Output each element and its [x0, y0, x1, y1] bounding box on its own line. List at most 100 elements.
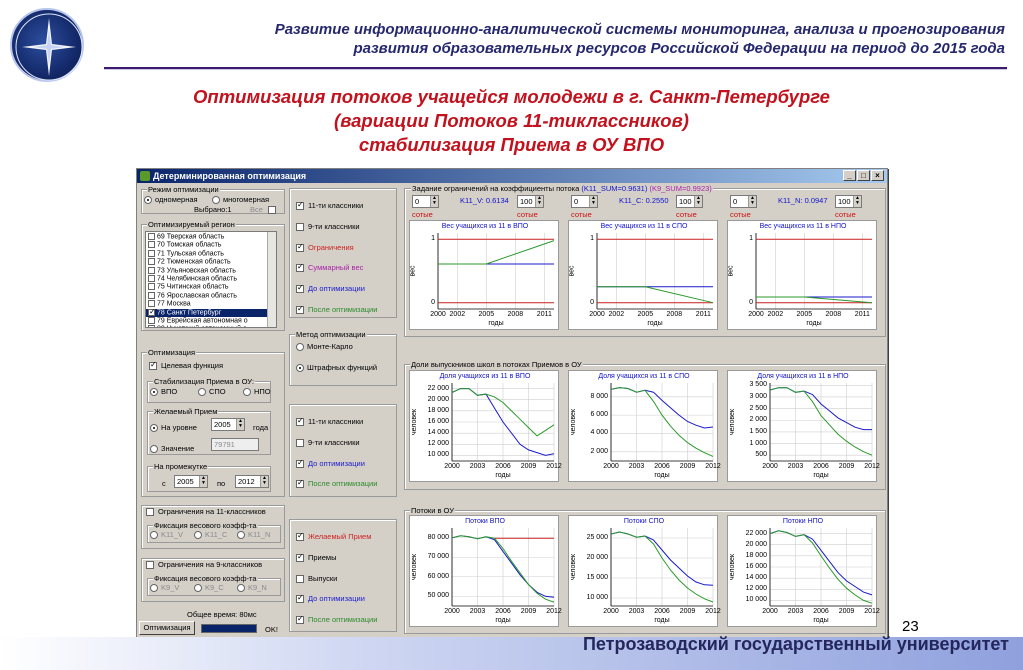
coef-min-spinner[interactable]: 0 ▲ ▼	[571, 195, 598, 208]
region-checkbox[interactable]	[148, 233, 155, 240]
display-option-checkbox[interactable]: Суммарный вес	[296, 262, 363, 273]
display-option-checkbox[interactable]: Желаемый Прием	[296, 531, 371, 542]
npo-radio[interactable]: НПО	[243, 387, 271, 397]
chart-title: Доля учащихся из 11 в НПО	[757, 373, 849, 380]
display-option-checkbox[interactable]: После оптимизации	[296, 304, 377, 315]
region-checkbox[interactable]	[148, 325, 155, 327]
checkbox-box[interactable]	[296, 438, 304, 447]
coef-max-spinner[interactable]: 100 ▲ ▼	[835, 195, 862, 208]
checkbox-box[interactable]	[296, 593, 304, 604]
region-list-item[interactable]: 76 Ярославская область	[146, 291, 276, 300]
checkbox-box[interactable]	[296, 304, 304, 315]
display-option-checkbox[interactable]: 9-ти классники	[296, 222, 360, 231]
region-checkbox[interactable]	[148, 274, 155, 282]
checkbox-box[interactable]	[296, 222, 304, 231]
checkbox-box[interactable]	[296, 262, 304, 273]
spinner-arrows-icon[interactable]: ▲ ▼	[694, 196, 702, 207]
run-optimization-button[interactable]: Оптимизация	[139, 621, 195, 635]
region-list-item[interactable]: 74 Челябинская область	[146, 274, 276, 283]
region-list-item[interactable]: 71 Тульская область	[146, 249, 276, 258]
k11c-radio[interactable]: K11_C	[194, 530, 227, 540]
vpo-radio[interactable]: ВПО	[150, 387, 177, 397]
region-list-item[interactable]: 79 Еврейская автономная о	[146, 316, 276, 325]
spinner-arrows-icon[interactable]: ▲ ▼	[535, 196, 543, 207]
limits9-checkbox[interactable]: Ограничения на 9-классников	[146, 560, 262, 570]
region-list-item[interactable]: 72 Тюменская область	[146, 258, 276, 266]
region-checkbox[interactable]	[148, 258, 155, 266]
coef-max-spinner[interactable]: 100 ▲ ▼	[676, 195, 703, 208]
value-radio[interactable]: Значение	[150, 444, 194, 454]
display-option-checkbox[interactable]: 11-ти классники	[296, 200, 363, 211]
spinner-arrows-icon[interactable]: ▲ ▼	[589, 196, 597, 207]
at-level-radio[interactable]: На уровне	[150, 423, 197, 433]
region-list-item[interactable]: 75 Читинская область	[146, 283, 276, 291]
checkbox-box[interactable]	[296, 242, 304, 252]
coef-min-spinner[interactable]: 0 ▲ ▼	[730, 195, 757, 208]
checkbox-box[interactable]	[296, 416, 304, 427]
x-tick-label: 2006	[654, 608, 670, 615]
region-list-item[interactable]: 70 Томская область	[146, 241, 276, 249]
k9c-radio[interactable]: K9_C	[194, 583, 224, 593]
to-year-spinner[interactable]: 2012 ▲ ▼	[235, 475, 269, 488]
region-scrollbar[interactable]	[267, 232, 276, 327]
k11n-radio[interactable]: K11_N	[237, 530, 270, 540]
mode-multi-radio[interactable]: многомерная	[212, 195, 269, 205]
display-option-checkbox[interactable]: 9-ти классники	[296, 438, 360, 447]
region-checkbox[interactable]	[148, 249, 155, 257]
coef-name-text: K11_C:	[619, 196, 644, 205]
penalty-radio[interactable]: Штрафных функций	[296, 363, 377, 373]
checkbox-box[interactable]	[296, 552, 304, 562]
k9n-radio[interactable]: K9_N	[237, 583, 267, 593]
monte-carlo-radio[interactable]: Монте-Карло	[296, 342, 353, 352]
checkbox-box[interactable]	[296, 458, 304, 468]
minimize-button[interactable]: _	[843, 170, 856, 181]
region-list-item[interactable]: 77 Москва	[146, 300, 276, 308]
spinner-arrows-icon[interactable]: ▲ ▼	[853, 196, 861, 207]
k9v-radio[interactable]: K9_V	[150, 583, 179, 593]
region-checkbox[interactable]	[148, 241, 155, 249]
checkbox-box[interactable]	[296, 283, 304, 294]
display-option-checkbox[interactable]: До оптимизации	[296, 458, 365, 468]
chart-svg	[437, 233, 555, 310]
region-list-item[interactable]: 80 Чукотский автономный о	[146, 325, 276, 327]
display-option-checkbox[interactable]: Приемы	[296, 552, 336, 562]
coef-max-spinner[interactable]: 100 ▲ ▼	[517, 195, 544, 208]
region-checkbox[interactable]	[148, 266, 155, 274]
region-checkbox[interactable]	[148, 316, 155, 324]
region-checkbox[interactable]	[148, 307, 156, 317]
mode-single-radio[interactable]: одномерная	[144, 195, 198, 205]
spinner-arrows-icon[interactable]: ▲ ▼	[430, 196, 438, 207]
region-list-item[interactable]: 73 Ульяновская область	[146, 266, 276, 275]
display-option-checkbox[interactable]: До оптимизации	[296, 283, 365, 294]
value-field[interactable]: 79791	[211, 438, 259, 451]
display-option-checkbox[interactable]: 11-ти классники	[296, 416, 363, 427]
display-option-checkbox[interactable]: Ограничения	[296, 242, 354, 252]
display-option-checkbox[interactable]: Выпуски	[296, 574, 337, 583]
checkbox-box[interactable]	[296, 478, 304, 489]
checkbox-box[interactable]	[296, 200, 304, 211]
maximize-button[interactable]: □	[857, 170, 870, 181]
display-option-checkbox[interactable]: До оптимизации	[296, 593, 365, 604]
region-checkbox[interactable]	[148, 291, 155, 299]
spinner-arrows-icon[interactable]: ▲ ▼	[748, 196, 756, 207]
target-function-checkbox[interactable]: Целевая функция	[149, 360, 223, 371]
display-option-checkbox[interactable]: После оптимизации	[296, 478, 377, 489]
from-year-spinner[interactable]: 2005 ▲ ▼	[174, 475, 208, 488]
region-list-item[interactable]: 69 Тверская область	[146, 233, 276, 241]
close-button[interactable]: ×	[871, 170, 884, 181]
region-list[interactable]: 69 Тверская область 70 Томская область 71 …	[145, 231, 277, 328]
checkbox-box[interactable]	[296, 574, 304, 583]
region-name: 73 Ульяновская область	[157, 266, 236, 274]
display-option-checkbox[interactable]: После оптимизации	[296, 614, 377, 625]
year-spinner[interactable]: 2005 ▲ ▼	[211, 418, 245, 431]
region-list-item[interactable]: 78 Санкт Петербург	[146, 307, 276, 317]
window-titlebar[interactable]: Детерминированная оптимизация _ □ ×	[137, 169, 887, 183]
select-all-checkbox[interactable]: Все	[250, 205, 280, 215]
limits11-checkbox[interactable]: Ограничения на 11-классников	[146, 507, 266, 517]
checkbox-box[interactable]	[296, 531, 304, 542]
k11v-radio[interactable]: K11_V	[150, 530, 183, 540]
coef-min-spinner[interactable]: 0 ▲ ▼	[412, 195, 439, 208]
region-checkbox[interactable]	[148, 283, 155, 291]
checkbox-box[interactable]	[296, 614, 304, 625]
spo-radio[interactable]: СПО	[198, 387, 226, 397]
